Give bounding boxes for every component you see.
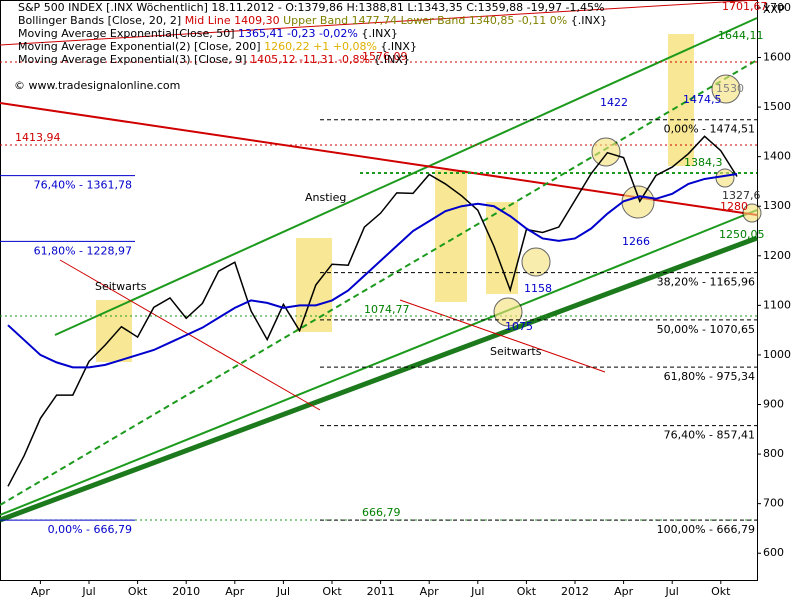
legend-line: S&P 500 INDEX [.INX Wöchentlich] 18.11.2… xyxy=(18,1,604,14)
y-tick-label: 900 xyxy=(763,398,784,411)
trendline xyxy=(54,17,758,336)
x-tick-label: 2012 xyxy=(561,585,589,598)
y-tick-label: 1600 xyxy=(763,51,791,64)
plot-frame xyxy=(0,0,758,581)
annotation: 1280 xyxy=(720,200,748,213)
y-tick-label: 800 xyxy=(763,447,784,460)
fib-label: 38,20% - 1165,96 xyxy=(657,276,755,289)
legend-segment: {.INX} xyxy=(571,14,608,27)
legend-line: Bollinger Bands [Close, 20, 2] Mid Line … xyxy=(18,14,607,27)
legend-segment: Moving Average Exponential(3) [Close, 9] xyxy=(18,53,250,66)
annotation: 1474,5 xyxy=(683,93,722,106)
annotation: 1250,05 xyxy=(719,228,765,241)
annotation: 666,79 xyxy=(362,506,401,519)
legend-segment: {.INX} xyxy=(361,27,398,40)
fib-label: 0,00% - 1474,51 xyxy=(664,123,755,136)
y-tick-label: 1100 xyxy=(763,298,791,311)
annotation: 1158 xyxy=(524,282,552,295)
legend-line: Moving Average Exponential(3) [Close, 9]… xyxy=(18,53,410,66)
legend-segment: Moving Average Exponential(2) [Close, 20… xyxy=(18,40,264,53)
trendline xyxy=(0,59,758,506)
trendline xyxy=(399,299,606,373)
annotation: 1327,6 xyxy=(722,189,761,202)
x-tick-label: 2011 xyxy=(367,585,395,598)
annotation: 1384,3 xyxy=(684,156,723,169)
x-tick-label: Jul xyxy=(276,585,290,598)
highlight-box xyxy=(296,238,332,332)
legend-segment: Bollinger Bands [Close, 20, 2] xyxy=(18,14,185,27)
marker-circle xyxy=(621,185,655,219)
y-tick-label: 600 xyxy=(763,546,784,559)
x-tick-label: Apr xyxy=(420,585,440,598)
y-tick-label: 1700 xyxy=(763,1,791,14)
annotation: Seitwarts xyxy=(95,280,147,293)
legend-segment: {.INX} xyxy=(373,53,410,66)
fib-label: 76,40% - 1361,78 xyxy=(34,179,132,192)
fib-label: 76,40% - 857,41 xyxy=(664,429,755,442)
x-tick-label: Okt xyxy=(128,585,148,598)
y-tick-label: 1500 xyxy=(763,100,791,113)
x-tick-label: Okt xyxy=(517,585,537,598)
marker-circle xyxy=(742,203,762,223)
trendline xyxy=(0,209,758,516)
fib-label: 61,80% - 975,34 xyxy=(664,370,755,383)
y-tick-label: 700 xyxy=(763,497,784,510)
legend-segment: S&P 500 INDEX [.INX Wöchentlich] 18.11.2… xyxy=(18,1,604,14)
x-tick-label: Jul xyxy=(665,585,679,598)
symbol: XXP xyxy=(763,3,785,16)
highlight-box xyxy=(435,170,467,302)
x-tick-label: Jul xyxy=(81,585,95,598)
x-tick-label: Okt xyxy=(322,585,342,598)
x-tick-label: Apr xyxy=(225,585,245,598)
marks xyxy=(0,7,761,584)
trendline xyxy=(59,259,321,411)
legend-segment: {.INX} xyxy=(380,40,417,53)
highlight-box xyxy=(96,300,132,362)
series-line xyxy=(7,135,738,487)
annotation: 1075 xyxy=(505,320,533,333)
annotation: 1413,94 xyxy=(15,131,61,144)
legend-segment: 1405,12 -11,31 -0,8% xyxy=(250,53,373,66)
marker-circle xyxy=(711,74,741,104)
series-line xyxy=(7,173,738,369)
trendline xyxy=(0,235,758,523)
trendline xyxy=(0,0,758,46)
annotation: © www.tradesignalonline.com xyxy=(14,79,180,92)
x-tick-label: Okt xyxy=(711,585,731,598)
annotation: 1422 xyxy=(600,96,628,109)
annotation: Seitwarts xyxy=(490,345,542,358)
legend-line: Moving Average Exponential(2) [Close, 20… xyxy=(18,40,417,53)
y-tick-label: 1300 xyxy=(763,199,791,212)
x-tick-label: Apr xyxy=(614,585,634,598)
labels: 600 700 800 900 1000 1100 1200 1300 1400 1500 1600… xyxy=(14,0,791,598)
marker-circle xyxy=(521,247,551,277)
annotation: 1074,77 xyxy=(364,303,410,316)
annotation: 1644,11 xyxy=(718,29,764,42)
annotation: 1701,67 xyxy=(722,0,768,13)
legend-segment: Mid Line 1409,30 xyxy=(185,14,283,27)
y-tick-label: 1000 xyxy=(763,348,791,361)
y-tick-label: 1200 xyxy=(763,249,791,262)
legend-line: Moving Average Exponential[Close, 50] 13… xyxy=(18,27,398,40)
annotation: 1266 xyxy=(622,235,650,248)
x-tick-label: Jul xyxy=(470,585,484,598)
legend-segment: Moving Average Exponential[Close, 50] xyxy=(18,27,238,40)
fib-label: 61,80% - 1228,97 xyxy=(34,244,132,257)
fib-label: 50,00% - 1070,65 xyxy=(657,323,755,336)
fib-label: 100,00% - 666,79 xyxy=(657,523,755,536)
legend-segment: 1365,41 -0,23 -0,02% xyxy=(238,27,361,40)
x-tick-label: Apr xyxy=(31,585,51,598)
y-tick-label: 1400 xyxy=(763,150,791,163)
marker-circle xyxy=(715,168,735,188)
legend-segment: 1260,22 +1 +0,08% xyxy=(264,40,380,53)
annotation: 1530 xyxy=(716,82,744,95)
marker-circle xyxy=(591,137,621,167)
x-tick-label: 2010 xyxy=(172,585,200,598)
annotation: 1576,09 xyxy=(362,50,408,63)
marker-circle xyxy=(493,297,523,327)
annotation: Anstieg xyxy=(305,191,346,204)
legend-segment: Upper Band 1477,74 Lower Band 1340,85 -0… xyxy=(283,14,571,27)
fib-label: 0,00% - 666,79 xyxy=(48,523,132,536)
